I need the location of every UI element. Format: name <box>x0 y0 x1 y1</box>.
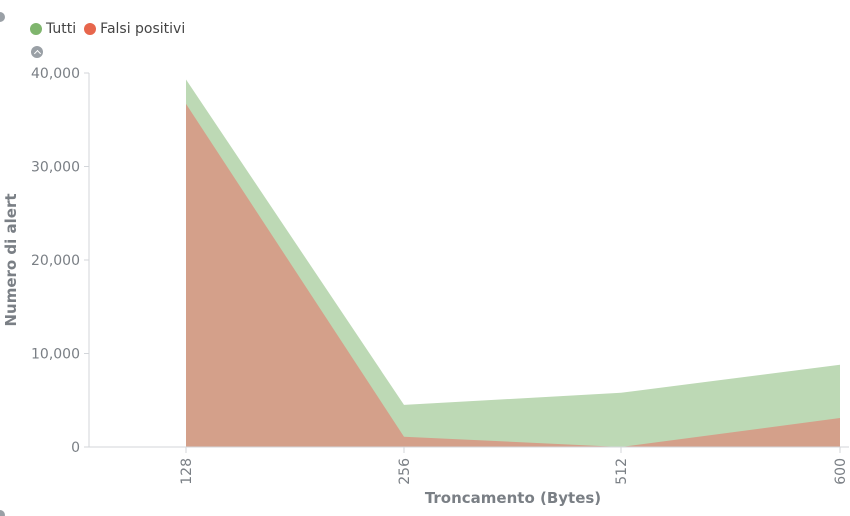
y-axis-title: Numero di alert <box>2 193 20 326</box>
legend-dot-icon <box>30 23 42 35</box>
legend-label: Falsi positivi <box>100 21 186 37</box>
x-tick-label: 256 <box>397 458 413 485</box>
chart-axes: 0 10,000 20,000 30,000 40,000 128 256 512 600 <box>31 66 849 485</box>
y-tick-label: 40,000 <box>31 66 80 82</box>
legend-item-falsi-positivi[interactable]: Falsi positivi <box>84 21 185 37</box>
legend-label: Tutti <box>46 21 77 37</box>
x-axis-title: Troncamento (Bytes) <box>425 489 601 507</box>
panel-edge-icon[interactable] <box>0 510 5 516</box>
y-tick-label: 10,000 <box>31 347 80 363</box>
y-tick-label: 20,000 <box>31 253 80 269</box>
panel-edge-icon[interactable] <box>0 12 5 22</box>
legend-dot-icon <box>84 23 97 35</box>
x-tick-label: 600 <box>833 458 849 485</box>
area-series-falsi-positivi[interactable] <box>186 103 840 448</box>
chart-legend: Tutti Falsi positivi <box>30 21 185 37</box>
chart-areas <box>186 79 840 448</box>
y-tick-label: 0 <box>71 440 80 456</box>
x-tick-label: 128 <box>179 458 195 485</box>
legend-item-tutti[interactable]: Tutti <box>30 21 76 37</box>
x-tick-label: 512 <box>614 458 630 485</box>
y-tick-label: 30,000 <box>31 160 80 176</box>
collapse-legend-chevron-up-icon[interactable] <box>31 46 43 58</box>
